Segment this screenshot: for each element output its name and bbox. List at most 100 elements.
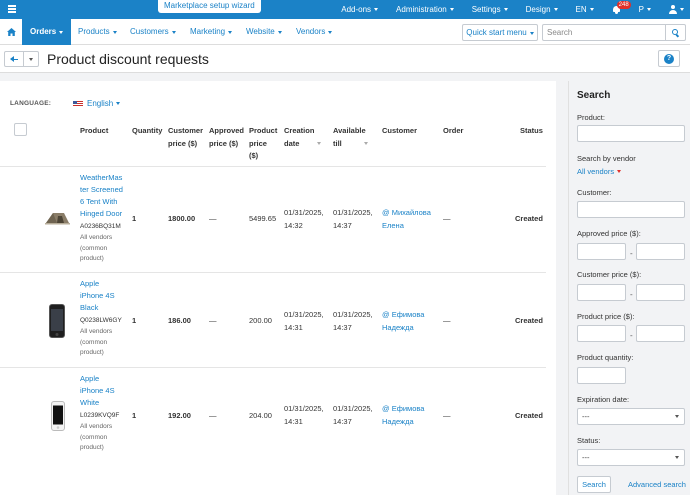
product-price-from-field[interactable] [577, 325, 626, 342]
vendor-selector[interactable]: All vendors [577, 167, 622, 176]
back-history-dropdown[interactable] [24, 51, 39, 67]
header-order[interactable]: Order [443, 126, 464, 135]
account-menu[interactable] [669, 5, 684, 14]
chevron-down-icon [59, 31, 64, 34]
settings-menu[interactable]: Settings [472, 5, 508, 14]
header-product-price[interactable]: Product price ($) [249, 125, 277, 163]
quick-start-menu-button[interactable]: Quick start menu [462, 24, 538, 41]
chevron-down-icon [589, 8, 594, 11]
tab-website-label: Website [246, 27, 275, 36]
header-quantity[interactable]: Quantity [132, 126, 163, 135]
range-dash: - [630, 331, 633, 340]
creation-time: 14:32 [284, 220, 303, 230]
product-vendor-line: product) [80, 444, 104, 451]
customer-link[interactable]: @ Михайлова Елена [382, 207, 438, 232]
tab-vendors-label: Vendors [296, 27, 326, 36]
user-profile-menu[interactable]: P [639, 5, 651, 14]
tab-customers[interactable]: Customers [130, 19, 176, 45]
header-approved-price[interactable]: Approved price ($) [209, 125, 244, 150]
quick-start-label: Quick start menu [466, 28, 527, 37]
menu-icon[interactable] [8, 5, 16, 13]
header-customer-price[interactable]: Customer price ($) [168, 125, 203, 150]
product-price-to-field[interactable] [636, 325, 685, 342]
header-customer[interactable]: Customer [382, 126, 418, 135]
product-link[interactable]: Apple iPhone 4S White [80, 373, 128, 409]
customer-price-to-field[interactable] [636, 284, 685, 301]
search-button[interactable] [665, 24, 686, 41]
product-field[interactable] [577, 125, 685, 142]
creation-date-cell: 01/31/2025, 14:31 [284, 309, 324, 334]
header-creation-line1: Creation [284, 126, 315, 135]
available-date: 01/31/2025, [333, 404, 373, 413]
status-badge[interactable]: Created [515, 214, 543, 223]
approved-price-from-field[interactable] [577, 243, 626, 260]
advanced-search-link[interactable]: Advanced search [628, 480, 686, 489]
notifications-button[interactable]: 248 [612, 1, 631, 14]
product-vendor-line: (common [80, 338, 108, 346]
tab-customers-label: Customers [130, 27, 169, 36]
tab-vendors[interactable]: Vendors [296, 19, 333, 45]
customer-name-line: @ Ефимова [382, 404, 425, 413]
available-till-cell: 01/31/2025, 14:37 [333, 309, 373, 334]
header-creation-date[interactable]: Creation date [284, 125, 322, 150]
product-vendor-line: (common [80, 244, 108, 252]
marketplace-wizard-button[interactable]: Marketplace setup wizard [158, 0, 261, 13]
customer-link[interactable]: @ Ефимова Надежда [382, 309, 438, 334]
design-menu[interactable]: Design [526, 5, 558, 14]
tab-products[interactable]: Products [78, 19, 117, 45]
product-link[interactable]: WeatherMas ter Screened 6 Tent With Hing… [80, 172, 128, 220]
select-all-checkbox[interactable] [14, 123, 27, 136]
header-product-price-line2: price [249, 138, 267, 148]
expiration-select[interactable]: --- [577, 408, 685, 425]
status-value: --- [582, 453, 590, 462]
chevron-down-icon [529, 32, 534, 35]
tab-orders[interactable]: Orders [22, 19, 72, 45]
tab-marketing[interactable]: Marketing [190, 19, 233, 45]
header-customer-price-line1: Customer [168, 126, 204, 135]
search-submit-button[interactable]: Search [577, 476, 611, 493]
product-name-line: Hinged Door [80, 209, 123, 218]
header-product[interactable]: Product [80, 126, 109, 135]
addons-menu[interactable]: Add-ons [341, 5, 379, 14]
customer-name-line: Надежда [382, 322, 414, 332]
tab-website[interactable]: Website [246, 19, 282, 45]
product-price-cell: 200.00 [249, 316, 272, 325]
tab-orders-label: Orders [30, 27, 57, 36]
header-status[interactable]: Status [520, 126, 543, 135]
administration-menu[interactable]: Administration [396, 5, 454, 14]
search-input[interactable] [542, 24, 666, 41]
range-dash: - [630, 249, 633, 258]
status-badge[interactable]: Created [515, 411, 543, 420]
customer-price-from-field[interactable] [577, 284, 626, 301]
status-select[interactable]: --- [577, 449, 685, 466]
customer-price-label: Customer price ($): [577, 270, 642, 279]
header-available-till[interactable]: Available till [333, 125, 368, 150]
product-vendor-line: All vendors [80, 423, 113, 430]
language-label: EN [575, 5, 587, 14]
product-link[interactable]: Apple iPhone 4S Black [80, 278, 128, 314]
available-date: 01/31/2025, [333, 208, 373, 217]
product-cell: WeatherMas ter Screened 6 Tent With Hing… [80, 172, 128, 265]
order-cell: — [443, 214, 451, 223]
customer-name-line: @ Ефимова [382, 310, 425, 319]
status-badge[interactable]: Created [515, 316, 543, 325]
header-customer-price-line2: price ($) [168, 138, 198, 148]
vendor-label: Search by vendor [577, 154, 636, 163]
home-icon [6, 28, 16, 36]
top-bar: Marketplace setup wizard Add-ons Adminis… [0, 0, 690, 19]
home-button[interactable] [0, 19, 22, 45]
help-button[interactable]: ? [658, 50, 680, 67]
customer-link[interactable]: @ Ефимова Надежда [382, 403, 438, 428]
customer-price-cell: 192.00 [168, 411, 191, 420]
customer-field[interactable] [577, 201, 685, 218]
quantity-field[interactable] [577, 367, 626, 384]
chevron-down-icon [675, 415, 679, 418]
language-selector[interactable]: English [73, 99, 121, 108]
chevron-down-icon [374, 8, 379, 11]
approved-price-to-field[interactable] [636, 243, 685, 260]
back-button[interactable] [4, 51, 24, 67]
language-menu[interactable]: EN [576, 5, 594, 14]
expiration-value: --- [582, 412, 590, 421]
customer-name-line: Елена [382, 220, 404, 230]
product-name-line: WeatherMas [80, 173, 123, 182]
